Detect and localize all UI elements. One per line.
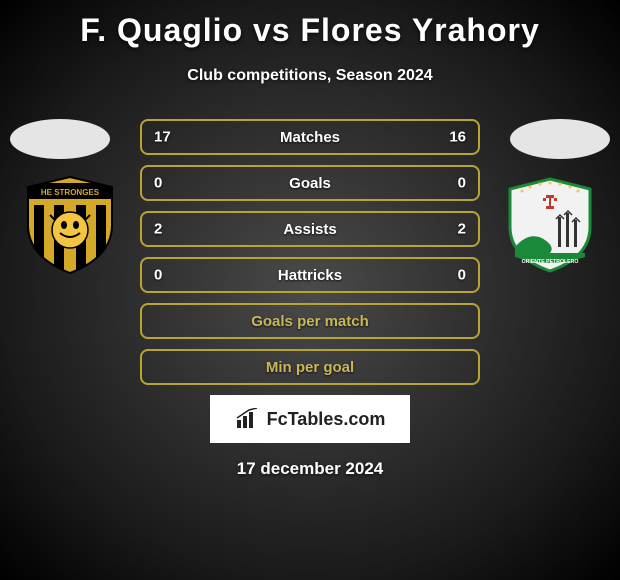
stat-label: Assists xyxy=(283,221,336,238)
stat-value-right: 0 xyxy=(458,267,466,284)
stat-label: Min per goal xyxy=(266,359,354,376)
date-label: 17 december 2024 xyxy=(0,459,620,479)
stat-value-left: 17 xyxy=(154,129,171,146)
player-avatar-right xyxy=(510,119,610,159)
stat-label: Goals xyxy=(289,175,331,192)
page-title: F. Quaglio vs Flores Yrahory xyxy=(0,0,620,49)
stat-value-left: 0 xyxy=(154,175,162,192)
stat-label: Matches xyxy=(280,129,340,146)
stat-row: 0 Hattricks 0 xyxy=(140,257,480,293)
stat-value-left: 2 xyxy=(154,221,162,238)
stat-label: Hattricks xyxy=(278,267,342,284)
stats-list: 17 Matches 16 0 Goals 0 2 Assists 2 0 Hattricks 0 Go… xyxy=(140,119,480,385)
chart-icon xyxy=(235,408,261,430)
comparison-panel: HE STRONGES xyxy=(0,119,620,479)
stat-value-right: 0 xyxy=(458,175,466,192)
logo-text: FcTables.com xyxy=(267,409,386,430)
club-badge-left: HE STRONGES xyxy=(20,175,120,275)
stat-value-right: 16 xyxy=(449,129,466,146)
fctables-logo: FcTables.com xyxy=(210,395,410,443)
svg-text:HE STRONGES: HE STRONGES xyxy=(41,188,100,197)
stat-row: 17 Matches 16 xyxy=(140,119,480,155)
svg-text:ORIENTE PETROLERO: ORIENTE PETROLERO xyxy=(522,259,579,265)
stat-row: 0 Goals 0 xyxy=(140,165,480,201)
stat-row: Goals per match xyxy=(140,303,480,339)
stat-label: Goals per match xyxy=(251,313,369,330)
stat-row: 2 Assists 2 xyxy=(140,211,480,247)
stat-value-right: 2 xyxy=(458,221,466,238)
stat-row: Min per goal xyxy=(140,349,480,385)
stat-value-left: 0 xyxy=(154,267,162,284)
player-avatar-left xyxy=(10,119,110,159)
subtitle: Club competitions, Season 2024 xyxy=(0,67,620,85)
club-badge-right: ORIENTE PETROLERO xyxy=(500,175,600,275)
